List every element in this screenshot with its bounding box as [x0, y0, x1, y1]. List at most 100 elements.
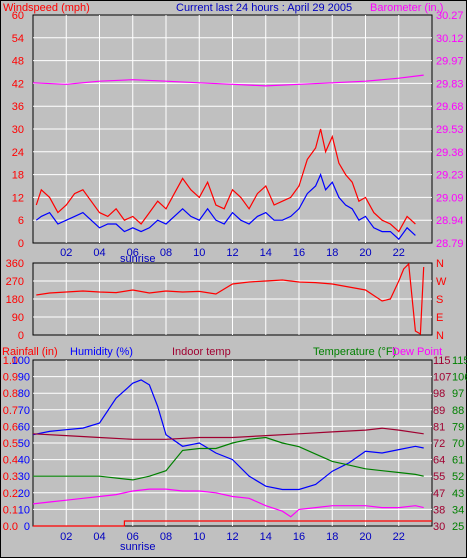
wind-y-tick: 36	[12, 101, 24, 113]
sunrise-label-bottom: sunrise	[120, 541, 155, 553]
x-tick: 10	[193, 247, 205, 259]
baro-y-tick: 29.23	[436, 170, 464, 182]
humidity-y-tick: 70	[18, 405, 30, 417]
humidity-line	[32, 379, 424, 491]
x-tick: 06	[127, 531, 139, 543]
indoor-y-tick: 107	[433, 372, 451, 384]
baro-y-tick: 28.94	[436, 215, 464, 227]
x-tick: 18	[326, 531, 338, 543]
humidity-y-tick: 20	[18, 488, 30, 500]
series-layer	[32, 74, 432, 527]
x-tick: 12	[226, 531, 238, 543]
compass-tick: W	[436, 276, 447, 288]
temp-y-tick: 106	[452, 372, 467, 384]
temperature-label: Temperature (°F)	[313, 346, 396, 358]
rainfall-label: Rainfall (in)	[2, 346, 58, 358]
indoor-temp-line	[32, 427, 424, 440]
direction-y-tick: 180	[6, 294, 24, 306]
indoor-temp-label: Indoor temp	[172, 346, 231, 358]
baro-y-tick: 30.12	[436, 33, 464, 45]
indoor-y-tick: 47	[433, 488, 445, 500]
temp-y-tick: 61	[452, 455, 464, 467]
baro-y-tick: 29.97	[436, 56, 464, 68]
humidity-y-tick: 40	[18, 455, 30, 467]
x-tick: 14	[260, 247, 272, 259]
temp-y-tick: 70	[452, 438, 464, 450]
rain-y-tick: 0.6	[3, 421, 18, 433]
rain-y-tick: 0.2	[3, 488, 18, 500]
x-tick: 04	[93, 247, 105, 259]
indoor-y-tick: 89	[433, 405, 445, 417]
humidity-y-tick: 10	[18, 504, 30, 516]
chart-title: Current last 24 hours : April 29 2005	[176, 2, 352, 14]
rain-y-tick: 0.8	[3, 388, 18, 400]
indoor-y-tick: 98	[433, 388, 445, 400]
indoor-y-tick: 55	[433, 471, 445, 483]
baro-y-tick: 29.09	[436, 192, 464, 204]
x-tick: 20	[359, 247, 371, 259]
dew-point-line	[32, 488, 424, 518]
x-tick: 14	[260, 531, 272, 543]
temp-y-tick: 88	[452, 405, 464, 417]
temp-y-tick: 34	[452, 504, 464, 516]
x-tick: 10	[193, 531, 205, 543]
rain-y-tick: 0.9	[3, 372, 18, 384]
x-tick: 22	[393, 531, 405, 543]
direction-line	[36, 262, 425, 336]
humidity-y-tick: 30	[18, 471, 30, 483]
x-tick: 02	[60, 247, 72, 259]
dew-point-label: Dew Point	[392, 346, 442, 358]
direction-y-tick: 90	[12, 312, 24, 324]
direction-y-tick: 0	[18, 330, 24, 342]
tick-labels: 6054484236302418126030.2730.1229.9729.83…	[3, 10, 467, 543]
barometer-line	[32, 74, 424, 87]
compass-tick: N	[436, 258, 444, 270]
baro-y-tick: 29.68	[436, 101, 464, 113]
wind-average-line	[35, 172, 416, 241]
rain-y-tick: 0.3	[3, 471, 18, 483]
rainfall-line	[33, 520, 432, 527]
wind-y-tick: 54	[12, 33, 24, 45]
indoor-y-tick: 72	[433, 438, 445, 450]
rain-y-tick: 0.4	[3, 455, 18, 467]
x-tick: 12	[226, 247, 238, 259]
humidity-label: Humidity (%)	[70, 346, 133, 358]
x-tick: 20	[359, 531, 371, 543]
temp-y-tick: 97	[452, 388, 464, 400]
humidity-y-tick: 50	[18, 438, 30, 450]
rain-y-tick: 0.0	[3, 521, 18, 533]
indoor-y-tick: 30	[433, 521, 445, 533]
wind-y-tick: 6	[18, 215, 24, 227]
x-tick: 08	[160, 247, 172, 259]
baro-y-tick: 29.38	[436, 147, 464, 159]
x-tick: 06	[127, 247, 139, 259]
temp-y-tick: 43	[452, 488, 464, 500]
wind-y-tick: 0	[18, 238, 24, 250]
baro-y-tick: 30.27	[436, 10, 464, 22]
indoor-y-tick: 38	[433, 504, 445, 516]
wind-y-tick: 12	[12, 192, 24, 204]
x-tick: 18	[326, 247, 338, 259]
grid-lines	[33, 15, 432, 526]
temp-y-tick: 79	[452, 421, 464, 433]
direction-y-tick: 360	[6, 258, 24, 270]
temperature-line	[33, 436, 424, 481]
compass-tick: S	[436, 294, 443, 306]
wind-axis-label: Windspeed (mph)	[3, 2, 90, 14]
x-tick: 08	[160, 531, 172, 543]
wind-y-tick: 18	[12, 170, 24, 182]
temp-y-tick: 25	[452, 521, 464, 533]
indoor-y-tick: 64	[433, 455, 445, 467]
x-tick: 22	[393, 247, 405, 259]
indoor-y-tick: 115	[433, 355, 451, 367]
compass-tick: N	[436, 330, 444, 342]
baro-y-tick: 29.83	[436, 78, 464, 90]
x-tick: 16	[293, 247, 305, 259]
wind-y-tick: 30	[12, 124, 24, 136]
humidity-y-tick: 60	[18, 421, 30, 433]
wind-y-tick: 24	[12, 147, 24, 159]
rain-y-tick: 0.5	[3, 438, 18, 450]
humidity-y-tick: 80	[18, 388, 30, 400]
humidity-y-tick: 0	[24, 521, 30, 533]
